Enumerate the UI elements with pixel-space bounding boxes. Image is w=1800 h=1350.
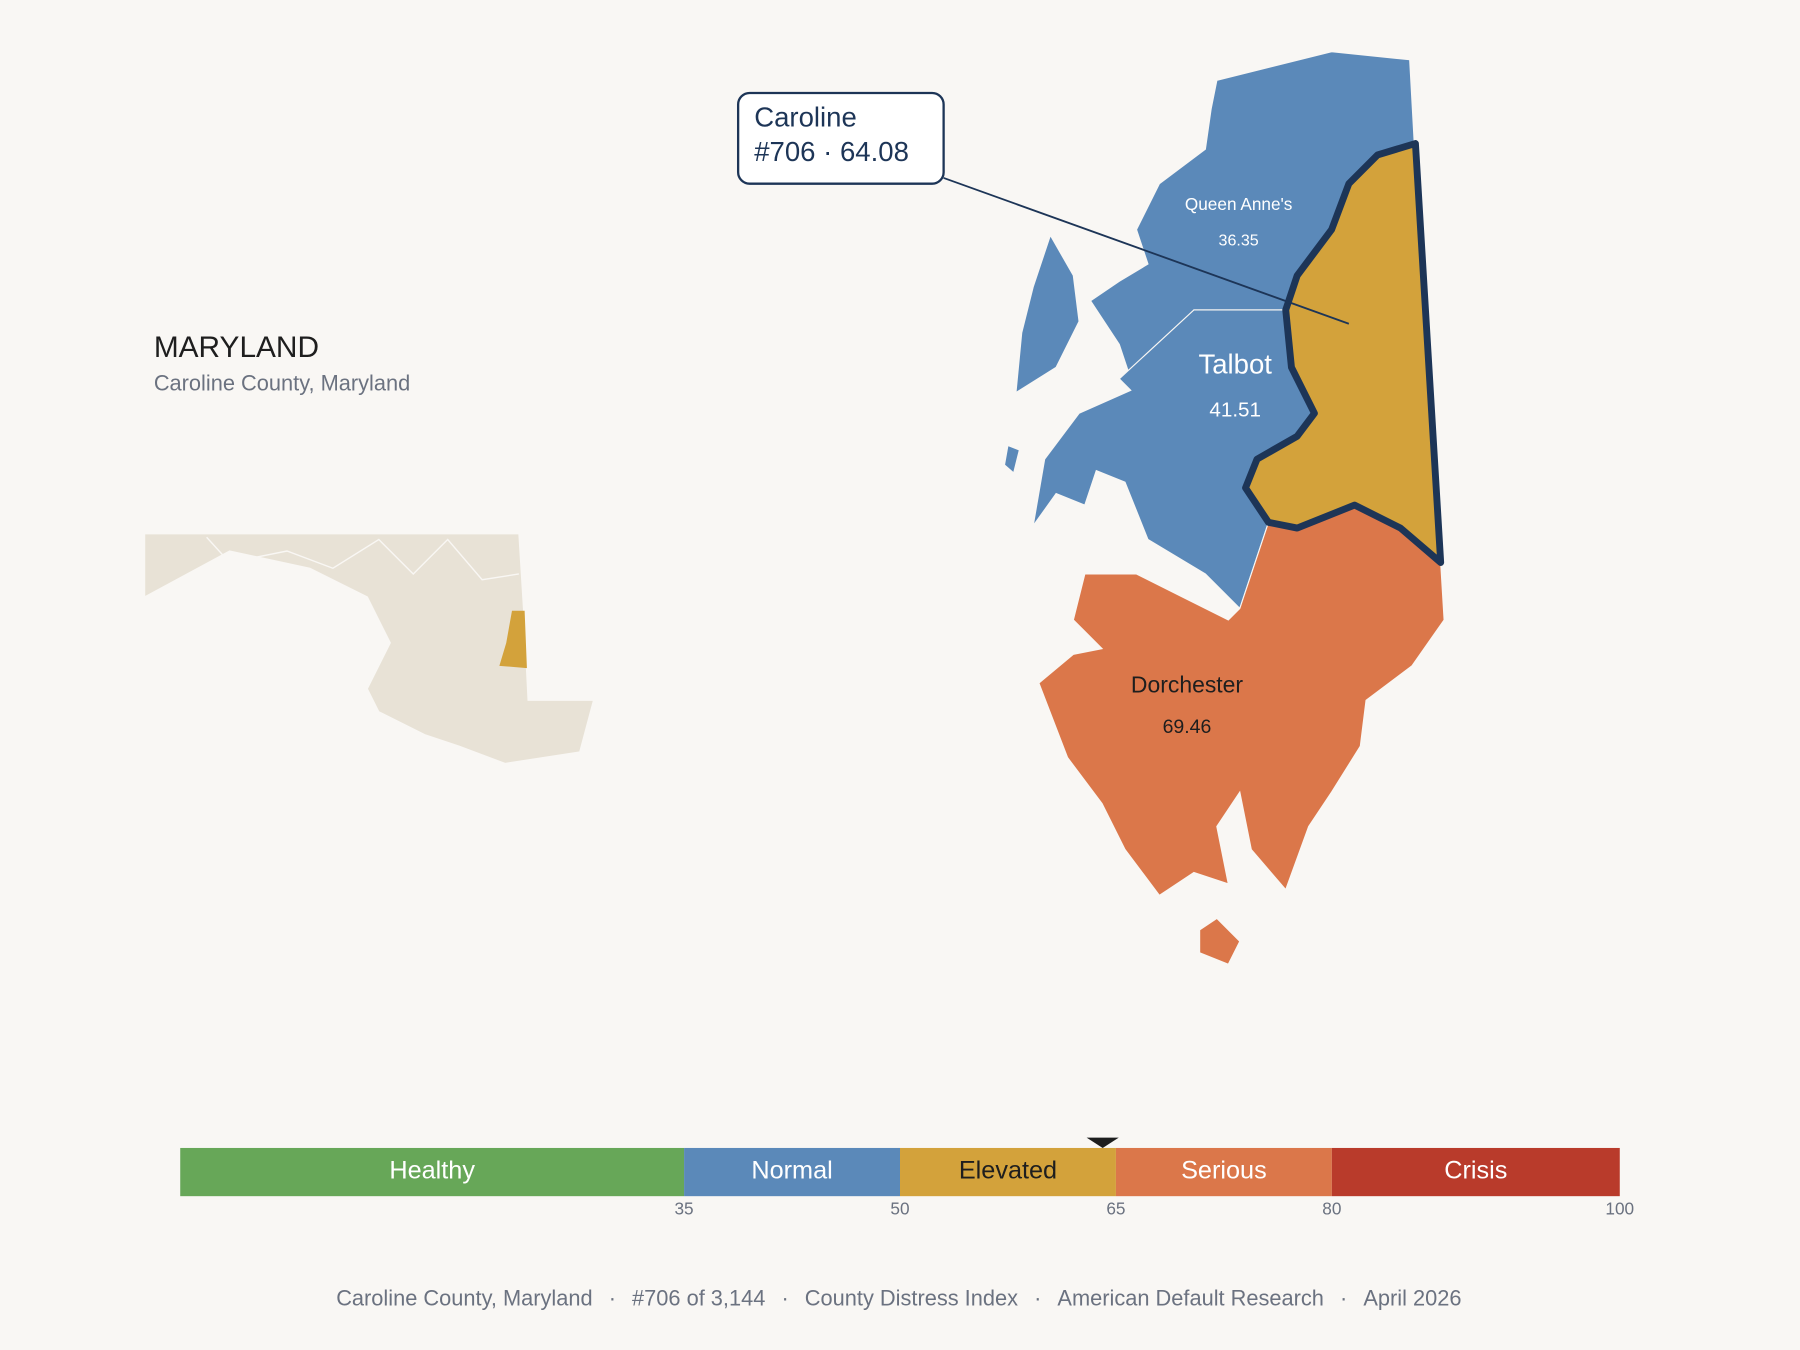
scale-label: Healthy (389, 1157, 475, 1185)
scale-label: Serious (1181, 1157, 1267, 1185)
scale-tick-label: 80 (1322, 1198, 1341, 1218)
counties (1003, 51, 1445, 966)
state-inset (144, 533, 595, 764)
scale-label: Elevated (959, 1157, 1057, 1185)
scale-segment (684, 1147, 900, 1197)
county-value: 36.35 (1219, 231, 1259, 249)
county-shape (1038, 504, 1445, 966)
scale-label: Normal (751, 1157, 832, 1185)
scale-label: Crisis (1444, 1157, 1507, 1185)
callout-detail: #706 · 64.08 (754, 136, 909, 167)
footer-separator: · (609, 1285, 616, 1310)
county-label: Queen Anne's (1185, 194, 1293, 214)
scale-bar: Healthy Normal Elevated Serious Crisis 35 50 65… (180, 1137, 1634, 1218)
subtitle: Caroline County, Maryland (154, 370, 410, 395)
county-value: 41.51 (1209, 398, 1261, 421)
county-borders (206, 536, 519, 581)
footer-part: Caroline County, Maryland (336, 1285, 592, 1310)
callout-score: 64.08 (840, 136, 909, 167)
callout-separator: · (823, 136, 832, 167)
footer-separator: · (1340, 1285, 1347, 1310)
state-shape (144, 533, 595, 764)
footer-separator: · (781, 1285, 788, 1310)
scale-marker (1086, 1137, 1119, 1148)
title: MARYLAND (154, 331, 319, 364)
scale-segment (180, 1147, 685, 1197)
county-label: Dorchester (1131, 672, 1244, 698)
callout-name: Caroline (754, 102, 857, 133)
selected-county[interactable] (1242, 140, 1445, 566)
scale-tick-label: 50 (890, 1198, 909, 1218)
callout-box (736, 91, 945, 185)
footer-separator: · (1034, 1285, 1041, 1310)
footer-part: April 2026 (1363, 1285, 1461, 1310)
scale-segment (1115, 1147, 1332, 1197)
callout-rank: #706 (754, 136, 815, 167)
scale-tick-label: 65 (1106, 1198, 1125, 1218)
scale-tick-label: 100 (1605, 1198, 1634, 1218)
county-label: Talbot (1198, 348, 1272, 379)
scale-segment (1331, 1147, 1620, 1197)
inset-selected (499, 610, 527, 669)
scale-tick-label: 35 (674, 1198, 693, 1218)
county-value: 69.46 (1163, 716, 1212, 738)
footer: Caroline County, Maryland · #706 of 3,144 ·… (336, 1285, 1461, 1310)
footer-part: #706 of 3,144 (632, 1285, 765, 1310)
callout-leader (943, 177, 1350, 325)
scale-segment (900, 1147, 1116, 1197)
footer-part: County Distress Index (805, 1285, 1018, 1310)
footer-part: American Default Research (1057, 1285, 1324, 1310)
